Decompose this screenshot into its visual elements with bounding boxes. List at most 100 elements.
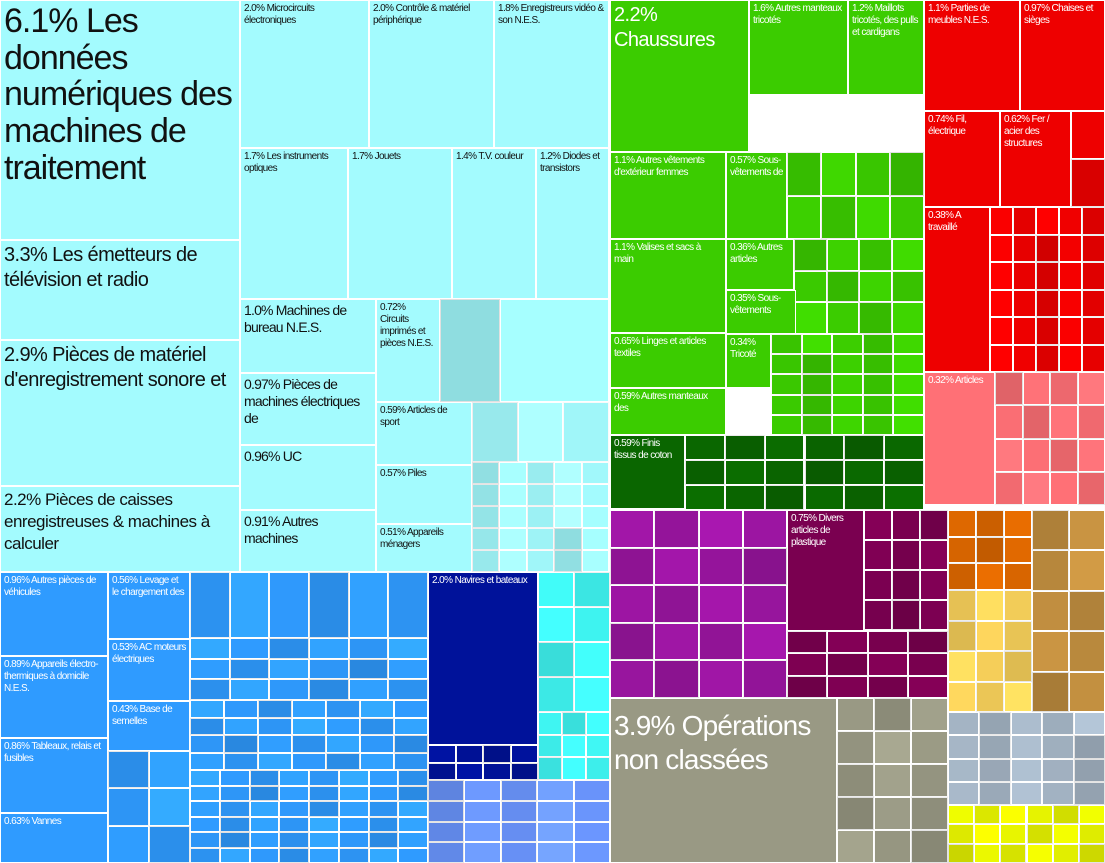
treemap-tile-0-38-a-travaille: 0.38% A travaillé — [924, 207, 990, 372]
treemap-label: 0.96% UC — [244, 448, 302, 464]
treemap-tile-brown — [1068, 671, 1105, 712]
treemap-tile-vehicles — [190, 658, 230, 680]
treemap-tile-brown — [1032, 631, 1069, 672]
treemap-tile-periwinkle — [428, 800, 465, 822]
treemap-tile-periwinkle — [537, 821, 574, 843]
treemap-tile-cyan — [574, 607, 610, 642]
treemap-tile-1-1-autres-vetements-d-exterieur-femmes: 1.1% Autres vêtements d'extérieur femmes — [610, 152, 726, 239]
treemap-tile-slate — [1010, 735, 1043, 759]
treemap-tile-0-51-appareils-menagers: 0.51% Appareils ménagers — [376, 524, 472, 572]
treemap-tile-maroon — [920, 510, 948, 540]
treemap-tile-vehicles — [338, 832, 369, 848]
treemap-tile-textiles — [826, 270, 859, 303]
treemap-tile-brown — [1032, 590, 1069, 632]
treemap-label: 0.53% AC moteurs électriques — [112, 642, 186, 665]
treemap-tile-vehicles — [249, 832, 280, 848]
treemap-tile-vehicles — [258, 717, 292, 735]
treemap-tile-slate — [948, 712, 980, 736]
treemap-tile-vehicles — [326, 735, 360, 753]
treemap-tile-maroon — [867, 631, 908, 654]
treemap-tile-metals — [1036, 344, 1059, 372]
treemap-tile-textiles — [794, 239, 827, 271]
treemap-label: 1.0% Machines de bureau N.E.S. — [244, 302, 347, 335]
treemap-tile-vehicles — [388, 638, 428, 659]
treemap-tile-pink — [995, 438, 1023, 472]
treemap-tile-1-1-valises-et-sacs-a-main: 1.1% Valises et sacs à main — [610, 239, 726, 333]
treemap-tile-electronics — [581, 528, 609, 550]
treemap-tile-textiles — [859, 239, 892, 271]
treemap-tile-lime — [1026, 805, 1053, 825]
treemap-tile-0-59-articles-de-sport: 0.59% Articles de sport — [376, 402, 472, 465]
treemap-tile-vehicles — [108, 751, 149, 789]
treemap-tile-textiles — [801, 414, 833, 435]
treemap-tile-textiles — [891, 239, 924, 271]
treemap-tile-vehicles — [348, 679, 389, 700]
treemap-tile-vehicles — [338, 801, 369, 817]
treemap-tile-electronics — [554, 506, 582, 528]
treemap-tile-lime — [974, 843, 1001, 863]
treemap-label: 2.9% Pièces de matériel d'enregistrement… — [4, 344, 226, 391]
treemap-tile-periwinkle — [537, 780, 574, 801]
treemap-tile-vehicles — [338, 785, 369, 801]
treemap-tile-electronics — [499, 484, 527, 506]
treemap-tile-lime — [1000, 805, 1027, 825]
treemap-label: 0.38% A travaillé — [928, 210, 961, 233]
treemap-tile-cyan — [538, 642, 574, 677]
treemap-tile-lime — [1026, 824, 1053, 844]
treemap-tile-vehicles — [190, 770, 220, 786]
treemap-tile-metals — [990, 289, 1013, 317]
treemap-tile-maroon — [867, 675, 908, 698]
treemap-tile-purple — [698, 510, 743, 548]
treemap-tile-textiles — [771, 334, 802, 355]
treemap-tile-electronics — [526, 484, 555, 506]
treemap-tile-vehicles — [398, 785, 428, 801]
treemap-tile-metals — [1036, 207, 1059, 235]
treemap-label: 1.1% Autres vêtements d'extérieur femmes — [614, 155, 705, 178]
treemap-tile-2-0-controle-materiel-peripherique: 2.0% Contrôle & matériel périphérique — [369, 0, 494, 148]
treemap-tile-electronics — [554, 462, 582, 484]
treemap-tile-vehicles — [190, 847, 220, 863]
treemap-tile-brown — [1068, 510, 1105, 551]
treemap-tile-periwinkle — [428, 821, 465, 843]
treemap-label: 0.36% Autres articles — [730, 242, 783, 265]
treemap-tile-grey — [911, 731, 948, 764]
treemap-tile-textiles — [787, 152, 822, 196]
treemap-tile-vehicles — [258, 752, 292, 770]
treemap-tile-electronics — [472, 484, 500, 506]
treemap-tile-vehicles — [309, 770, 339, 786]
treemap-tile-purple — [742, 510, 787, 548]
treemap-tile-pink — [1050, 471, 1078, 505]
treemap-tile-textiles — [891, 270, 924, 303]
treemap-tile-vehicles — [190, 801, 220, 817]
treemap-tile-orange — [1004, 510, 1032, 537]
treemap-tile-pink — [1077, 438, 1105, 472]
treemap-tile-lime — [948, 824, 975, 844]
treemap-tile-electronics — [440, 299, 500, 402]
treemap-tile-textiles — [889, 195, 924, 239]
treemap-tile-metals — [990, 317, 1013, 345]
treemap-tile-electronics — [581, 484, 609, 506]
treemap-tile-textiles — [893, 354, 924, 375]
treemap-tile-vehicles — [360, 717, 394, 735]
treemap-tile-slate — [1073, 781, 1105, 805]
treemap-tile-dark_green — [764, 485, 805, 510]
treemap-tile-0-56-levage-et-le-chargement-des: 0.56% Levage et le chargement des — [108, 572, 190, 639]
treemap-tile-vehicles — [279, 847, 309, 863]
treemap-tile-textiles — [893, 374, 924, 395]
treemap-tile-electronics — [499, 506, 527, 528]
treemap-tile-navy — [510, 745, 538, 763]
treemap-tile-metals — [1013, 317, 1036, 345]
treemap-tile-textiles — [862, 354, 894, 375]
treemap-tile-metals — [1036, 289, 1059, 317]
treemap-tile-metals — [1059, 234, 1082, 262]
treemap-label: 1.6% Autres manteaux tricotés — [753, 3, 842, 26]
treemap-tile-textiles — [801, 394, 833, 415]
treemap-tile-maroon — [827, 653, 868, 676]
treemap-tile-vehicles — [229, 658, 270, 680]
treemap-tile-metals — [1036, 262, 1059, 290]
treemap-tile-textiles — [771, 414, 802, 435]
treemap-tile-0-86-tableaux-relais-et-fusibles: 0.86% Tableaux, relais et fusibles — [0, 738, 108, 813]
treemap-tile-vehicles — [360, 700, 394, 718]
treemap-tile-vehicles — [388, 572, 428, 638]
treemap-label: 0.62% Fer / acier des structures — [1004, 114, 1050, 149]
